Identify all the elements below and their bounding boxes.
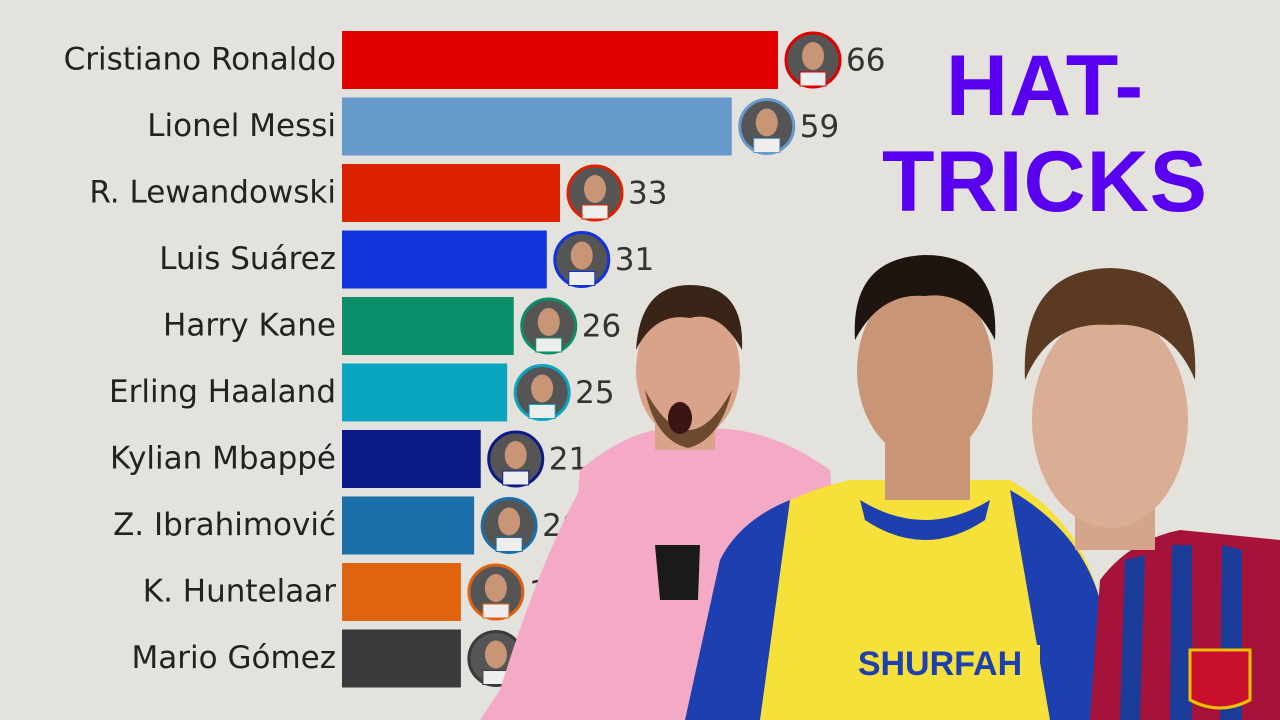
category-label: Cristiano Ronaldo <box>64 42 336 78</box>
value-label: 18 <box>529 575 568 611</box>
category-label: Erling Haaland <box>109 374 336 410</box>
value-label: 21 <box>549 442 588 478</box>
value-label: 33 <box>628 176 667 212</box>
avatar-face <box>802 42 824 70</box>
category-label: Kylian Mbappé <box>110 441 336 477</box>
bar <box>342 363 508 422</box>
category-label: Harry Kane <box>163 308 336 344</box>
avatar-face <box>484 640 507 669</box>
avatar-flag <box>528 404 556 419</box>
value-label: 31 <box>615 242 654 278</box>
value-label: 25 <box>575 375 614 411</box>
bar <box>342 496 475 555</box>
avatar-flag <box>482 603 510 619</box>
chart-title: HAT- TRICKS <box>881 38 1209 230</box>
avatar-flag <box>502 470 530 486</box>
value-label: 26 <box>582 309 621 345</box>
value-label: 59 <box>800 109 839 145</box>
avatar-flag <box>753 138 781 153</box>
avatar-face <box>504 441 527 469</box>
bar <box>342 629 461 688</box>
category-label: Luis Suárez <box>159 241 336 277</box>
bar <box>342 230 547 289</box>
bar <box>342 297 514 355</box>
avatar-flag <box>495 537 523 552</box>
bar <box>342 164 560 222</box>
avatar-flag <box>799 71 827 87</box>
value-label: 18 <box>529 641 568 677</box>
bar <box>342 97 732 156</box>
avatar-flag <box>482 670 510 685</box>
category-label: R. Lewandowski <box>89 175 336 211</box>
avatar-face <box>570 241 593 270</box>
avatar-face <box>531 374 554 403</box>
category-label: Mario Gómez <box>132 640 336 676</box>
category-label: Lionel Messi <box>147 108 336 144</box>
bar <box>342 31 778 89</box>
avatar-flag <box>581 204 609 220</box>
avatar-flag <box>535 337 563 353</box>
value-label: 66 <box>846 43 885 79</box>
bar <box>342 430 481 488</box>
category-label: K. Huntelaar <box>143 574 336 610</box>
avatar-flag <box>568 271 596 286</box>
avatar-face <box>498 507 521 536</box>
avatar-face <box>537 308 560 336</box>
avatar-face <box>755 108 778 137</box>
avatar-face <box>584 175 606 203</box>
avatar-face <box>484 574 507 602</box>
value-label: 20 <box>542 508 581 544</box>
bar <box>342 563 461 621</box>
category-label: Z. Ibrahimović <box>113 507 336 543</box>
